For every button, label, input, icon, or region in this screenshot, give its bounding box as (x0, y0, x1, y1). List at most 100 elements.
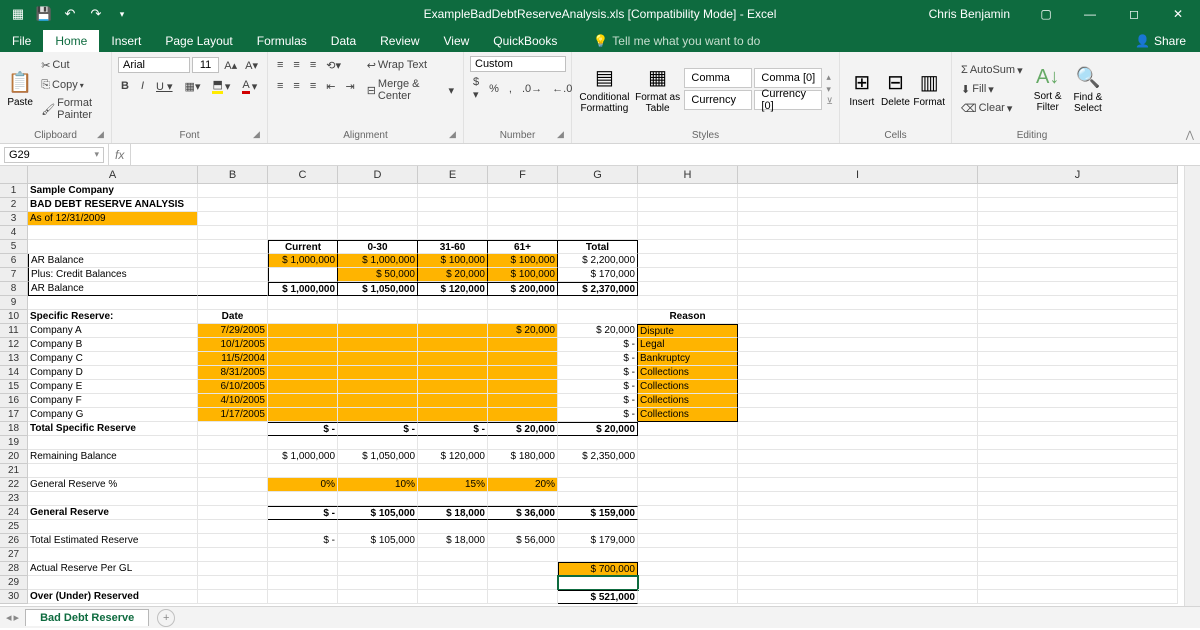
cell-H13[interactable]: Bankruptcy (638, 352, 738, 366)
font-color-button[interactable]: A▾ (239, 77, 260, 95)
sort-filter-button[interactable]: A↓Sort & Filter (1030, 66, 1066, 113)
cell-G13[interactable]: $ - (558, 352, 638, 366)
cell-G5[interactable]: Total (558, 240, 638, 254)
tell-me-input[interactable]: 💡Tell me what you want to do (581, 30, 772, 52)
cell-C25[interactable] (268, 520, 338, 534)
row-header-19[interactable]: 19 (0, 436, 28, 450)
cell-I23[interactable] (738, 492, 978, 506)
cell-G21[interactable] (558, 464, 638, 478)
cell-C17[interactable] (268, 408, 338, 422)
cell-D21[interactable] (338, 464, 418, 478)
cell-A10[interactable]: Specific Reserve: (28, 310, 198, 324)
cell-J6[interactable] (978, 254, 1178, 268)
cell-H8[interactable] (638, 282, 738, 296)
cell-J15[interactable] (978, 380, 1178, 394)
accounting-format-icon[interactable]: $ ▾ (470, 75, 482, 102)
cell-C14[interactable] (268, 366, 338, 380)
cell-H27[interactable] (638, 548, 738, 562)
cell-A18[interactable]: Total Specific Reserve (28, 422, 198, 436)
cell-E9[interactable] (418, 296, 488, 310)
increase-indent-icon[interactable]: ⇥ (342, 77, 357, 95)
cell-H4[interactable] (638, 226, 738, 240)
cell-C9[interactable] (268, 296, 338, 310)
styles-scroll-up-icon[interactable]: ▴ (826, 72, 833, 83)
cell-E1[interactable] (418, 184, 488, 198)
cell-I20[interactable] (738, 450, 978, 464)
cell-C26[interactable]: $ - (268, 534, 338, 548)
cell-F2[interactable] (488, 198, 558, 212)
align-left-icon[interactable]: ≡ (274, 77, 286, 95)
cell-G25[interactable] (558, 520, 638, 534)
cell-F18[interactable]: $ 20,000 (488, 422, 558, 436)
cell-A17[interactable]: Company G (28, 408, 198, 422)
cell-J26[interactable] (978, 534, 1178, 548)
cell-A30[interactable]: Over (Under) Reserved (28, 590, 198, 604)
cell-H20[interactable] (638, 450, 738, 464)
row-header-30[interactable]: 30 (0, 590, 28, 604)
cell-J4[interactable] (978, 226, 1178, 240)
cell-J30[interactable] (978, 590, 1178, 604)
styles-scroll-down-icon[interactable]: ▾ (826, 84, 833, 95)
cell-G8[interactable]: $ 2,370,000 (558, 282, 638, 296)
cell-J29[interactable] (978, 576, 1178, 590)
cell-F15[interactable] (488, 380, 558, 394)
cell-E4[interactable] (418, 226, 488, 240)
cell-H21[interactable] (638, 464, 738, 478)
cell-E10[interactable] (418, 310, 488, 324)
cell-J19[interactable] (978, 436, 1178, 450)
cell-J1[interactable] (978, 184, 1178, 198)
cell-C13[interactable] (268, 352, 338, 366)
cell-A2[interactable]: BAD DEBT RESERVE ANALYSIS (28, 198, 198, 212)
cell-G17[interactable]: $ - (558, 408, 638, 422)
cell-D5[interactable]: 0-30 (338, 240, 418, 254)
cell-B18[interactable] (198, 422, 268, 436)
cell-F26[interactable]: $ 56,000 (488, 534, 558, 548)
cell-C24[interactable]: $ - (268, 506, 338, 520)
cell-I10[interactable] (738, 310, 978, 324)
cell-E5[interactable]: 31-60 (418, 240, 488, 254)
cell-D8[interactable]: $ 1,050,000 (338, 282, 418, 296)
cell-F13[interactable] (488, 352, 558, 366)
cell-B19[interactable] (198, 436, 268, 450)
cell-D28[interactable] (338, 562, 418, 576)
cell-H15[interactable]: Collections (638, 380, 738, 394)
cell-C20[interactable]: $ 1,000,000 (268, 450, 338, 464)
cell-D25[interactable] (338, 520, 418, 534)
cell-H17[interactable]: Collections (638, 408, 738, 422)
cell-G20[interactable]: $ 2,350,000 (558, 450, 638, 464)
cell-G10[interactable] (558, 310, 638, 324)
cell-C29[interactable] (268, 576, 338, 590)
cell-B24[interactable] (198, 506, 268, 520)
cell-E6[interactable]: $ 100,000 (418, 254, 488, 268)
conditional-formatting-button[interactable]: ▤ Conditional Formatting (578, 65, 631, 114)
cell-D23[interactable] (338, 492, 418, 506)
cell-E12[interactable] (418, 338, 488, 352)
row-header-20[interactable]: 20 (0, 450, 28, 464)
row-header-22[interactable]: 22 (0, 478, 28, 492)
row-header-10[interactable]: 10 (0, 310, 28, 324)
cell-I9[interactable] (738, 296, 978, 310)
cell-J20[interactable] (978, 450, 1178, 464)
cell-F10[interactable] (488, 310, 558, 324)
cell-F22[interactable]: 20% (488, 478, 558, 492)
cell-B8[interactable] (198, 282, 268, 296)
cell-A8[interactable]: AR Balance (28, 282, 198, 296)
cell-A20[interactable]: Remaining Balance (28, 450, 198, 464)
cell-I13[interactable] (738, 352, 978, 366)
cell-B23[interactable] (198, 492, 268, 506)
cell-E21[interactable] (418, 464, 488, 478)
cell-A22[interactable]: General Reserve % (28, 478, 198, 492)
row-header-1[interactable]: 1 (0, 184, 28, 198)
orientation-icon[interactable]: ⟲▾ (323, 56, 344, 74)
cell-D18[interactable]: $ - (338, 422, 418, 436)
cell-E24[interactable]: $ 18,000 (418, 506, 488, 520)
row-header-26[interactable]: 26 (0, 534, 28, 548)
cell-H24[interactable] (638, 506, 738, 520)
column-header-F[interactable]: F (488, 166, 558, 184)
cell-E16[interactable] (418, 394, 488, 408)
increase-font-icon[interactable]: A▴ (221, 56, 240, 74)
row-header-23[interactable]: 23 (0, 492, 28, 506)
column-header-A[interactable]: A (28, 166, 198, 184)
copy-button[interactable]: ⎘Copy▾ (38, 76, 105, 94)
cell-G26[interactable]: $ 179,000 (558, 534, 638, 548)
